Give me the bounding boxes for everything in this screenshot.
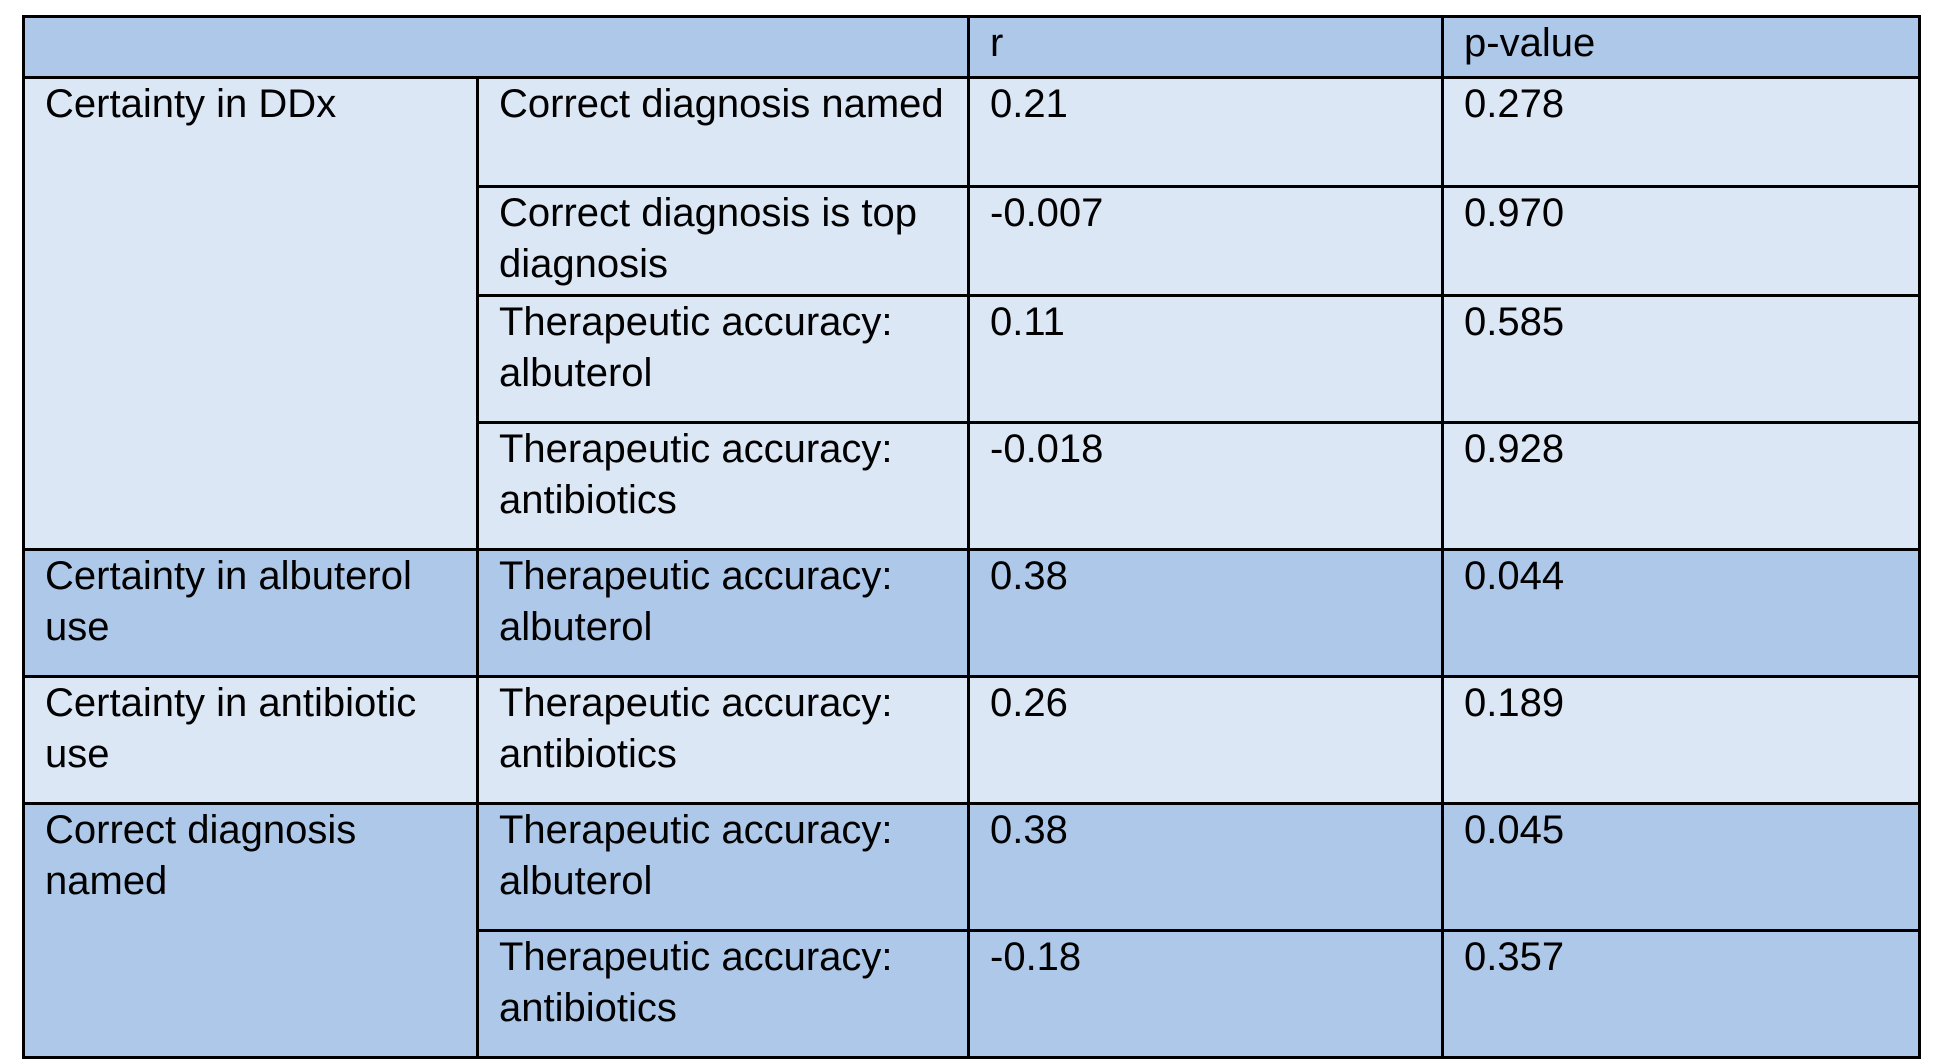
measure-cell: Therapeutic accuracy: albuterol bbox=[476, 294, 970, 424]
r-cell: -0.18 bbox=[967, 929, 1444, 1059]
p-value-cell: 0.045 bbox=[1441, 802, 1921, 932]
r-cell: -0.007 bbox=[967, 185, 1444, 297]
r-cell: 0.11 bbox=[967, 294, 1444, 424]
r-cell: 0.21 bbox=[967, 76, 1444, 188]
p-value-cell: 0.189 bbox=[1441, 675, 1921, 805]
p-value-cell: 0.928 bbox=[1441, 421, 1921, 551]
p-value-cell: 0.585 bbox=[1441, 294, 1921, 424]
p-value-cell: 0.044 bbox=[1441, 548, 1921, 678]
group-label: Certainty in DDx bbox=[22, 76, 479, 551]
header-row: r p-value bbox=[22, 15, 1921, 79]
header-blank-cell bbox=[22, 15, 970, 79]
table-row: Correct diagnosis is top diagnosis -0.00… bbox=[23, 185, 1921, 297]
group-label: Correct diagnosis named bbox=[22, 802, 479, 1059]
measure-cell: Correct diagnosis is top diagnosis bbox=[476, 185, 970, 297]
p-value-cell: 0.278 bbox=[1441, 76, 1921, 188]
group-label: Certainty in antibiotic use bbox=[22, 675, 479, 805]
correlation-table: r p-value Certainty in DDx Correct diagn… bbox=[22, 15, 1921, 1059]
table-row: Certainty in DDx Correct diagnosis named… bbox=[22, 76, 1921, 551]
measure-cell: Therapeutic accuracy: albuterol bbox=[476, 802, 970, 932]
measure-cell: Correct diagnosis named bbox=[476, 76, 970, 188]
table-row: Certainty in albuterol use Therapeutic a… bbox=[22, 548, 1921, 678]
p-value-cell: 0.357 bbox=[1441, 929, 1921, 1059]
r-cell: 0.38 bbox=[967, 548, 1444, 678]
measure-cell: Therapeutic accuracy: antibiotics bbox=[476, 929, 970, 1059]
measure-cell: Therapeutic accuracy: antibiotics bbox=[476, 421, 970, 551]
measure-cell: Therapeutic accuracy: albuterol bbox=[476, 548, 970, 678]
r-cell: -0.018 bbox=[967, 421, 1444, 551]
table-row: Certainty in antibiotic use Therapeutic … bbox=[22, 675, 1921, 805]
p-value-cell: 0.970 bbox=[1441, 185, 1921, 297]
header-r: r bbox=[967, 15, 1444, 79]
r-cell: 0.38 bbox=[967, 802, 1444, 932]
group-label: Certainty in albuterol use bbox=[22, 548, 479, 678]
table-row: Correct diagnosis named Therapeutic accu… bbox=[22, 802, 1921, 1059]
measure-cell: Therapeutic accuracy: antibiotics bbox=[476, 675, 970, 805]
header-p-value: p-value bbox=[1441, 15, 1921, 79]
r-cell: 0.26 bbox=[967, 675, 1444, 805]
